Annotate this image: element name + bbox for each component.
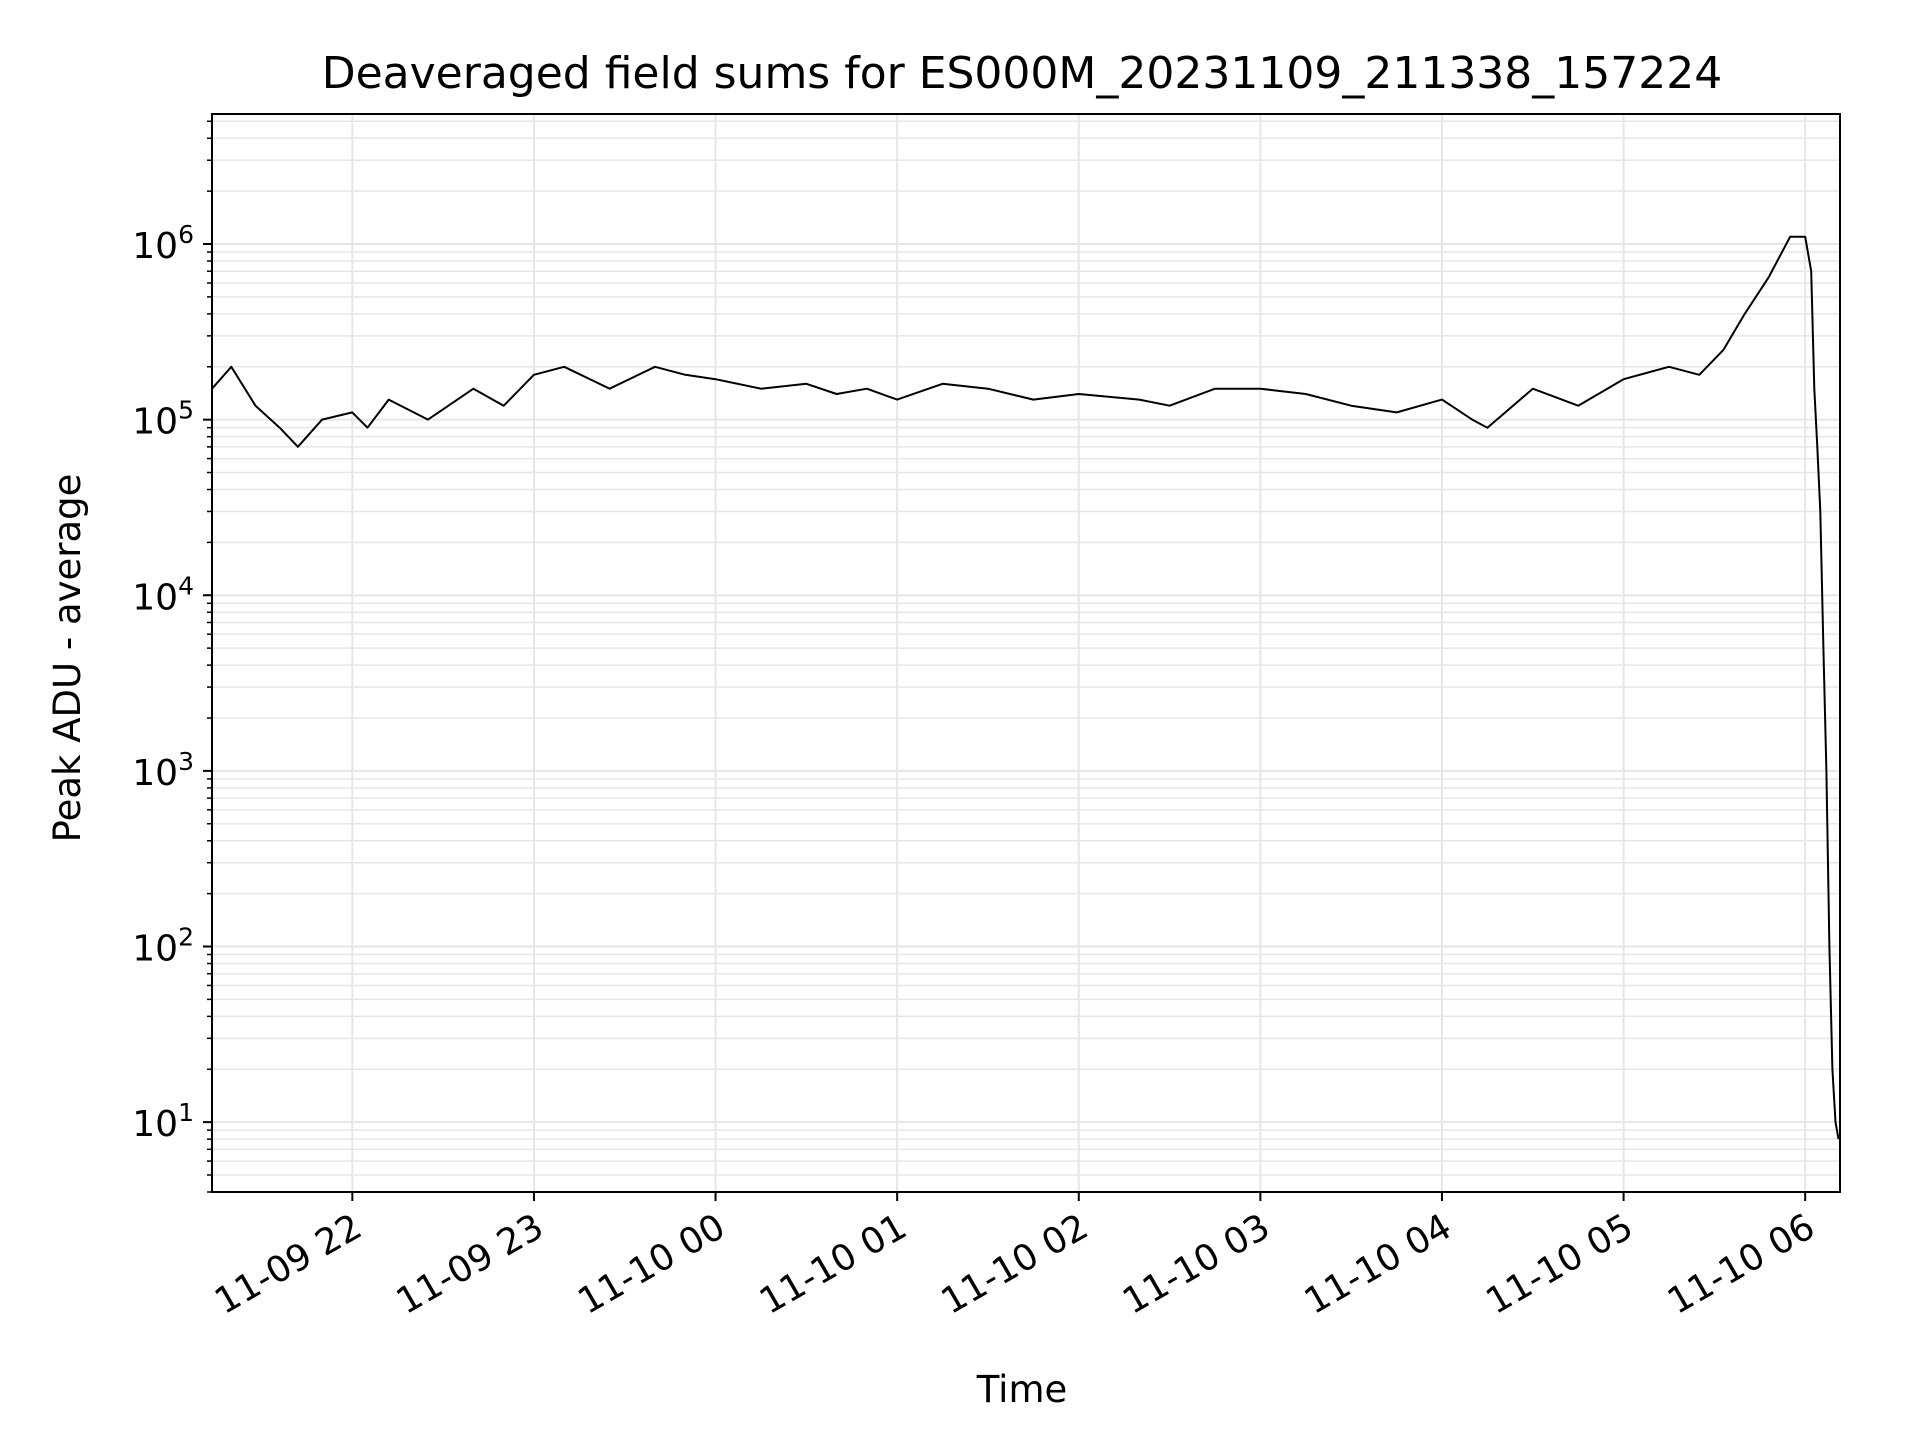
x-tick-label: 11-10 04 (1298, 1206, 1459, 1322)
y-tick-label: 103 (132, 747, 194, 794)
plot-frame (211, 113, 1841, 1193)
x-tick-label: 11-10 03 (1116, 1206, 1277, 1322)
y-tick-label: 106 (132, 220, 194, 267)
y-tick-label: 101 (132, 1098, 194, 1145)
x-tick-label: 11-10 05 (1479, 1206, 1640, 1322)
x-tick-label: 11-09 23 (390, 1206, 551, 1322)
y-axis: 101 102 103 104 105 106 (132, 120, 212, 1193)
x-tick-label: 11-10 06 (1661, 1206, 1822, 1322)
y-axis-label: Peak ADU - average (46, 474, 89, 843)
x-axis-label: Time (976, 1368, 1068, 1411)
x-axis: 11-09 22 11-09 23 11-10 00 11-10 01 11-10 02… (208, 1192, 1822, 1323)
y-tick-label: 102 (132, 922, 194, 969)
x-tick-label: 11-10 00 (571, 1206, 732, 1322)
chart-title: Deaveraged field sums for ES000M_2023110… (322, 48, 1723, 99)
x-tick-label: 11-10 01 (753, 1206, 914, 1322)
x-tick-label: 11-10 02 (935, 1206, 1096, 1322)
grid-lines (212, 114, 1840, 1193)
y-tick-label: 105 (132, 396, 194, 443)
x-tick-label: 11-09 22 (208, 1206, 369, 1322)
y-tick-label: 104 (132, 571, 194, 618)
series-line (211, 235, 1840, 1140)
series-layer (211, 235, 1840, 1140)
